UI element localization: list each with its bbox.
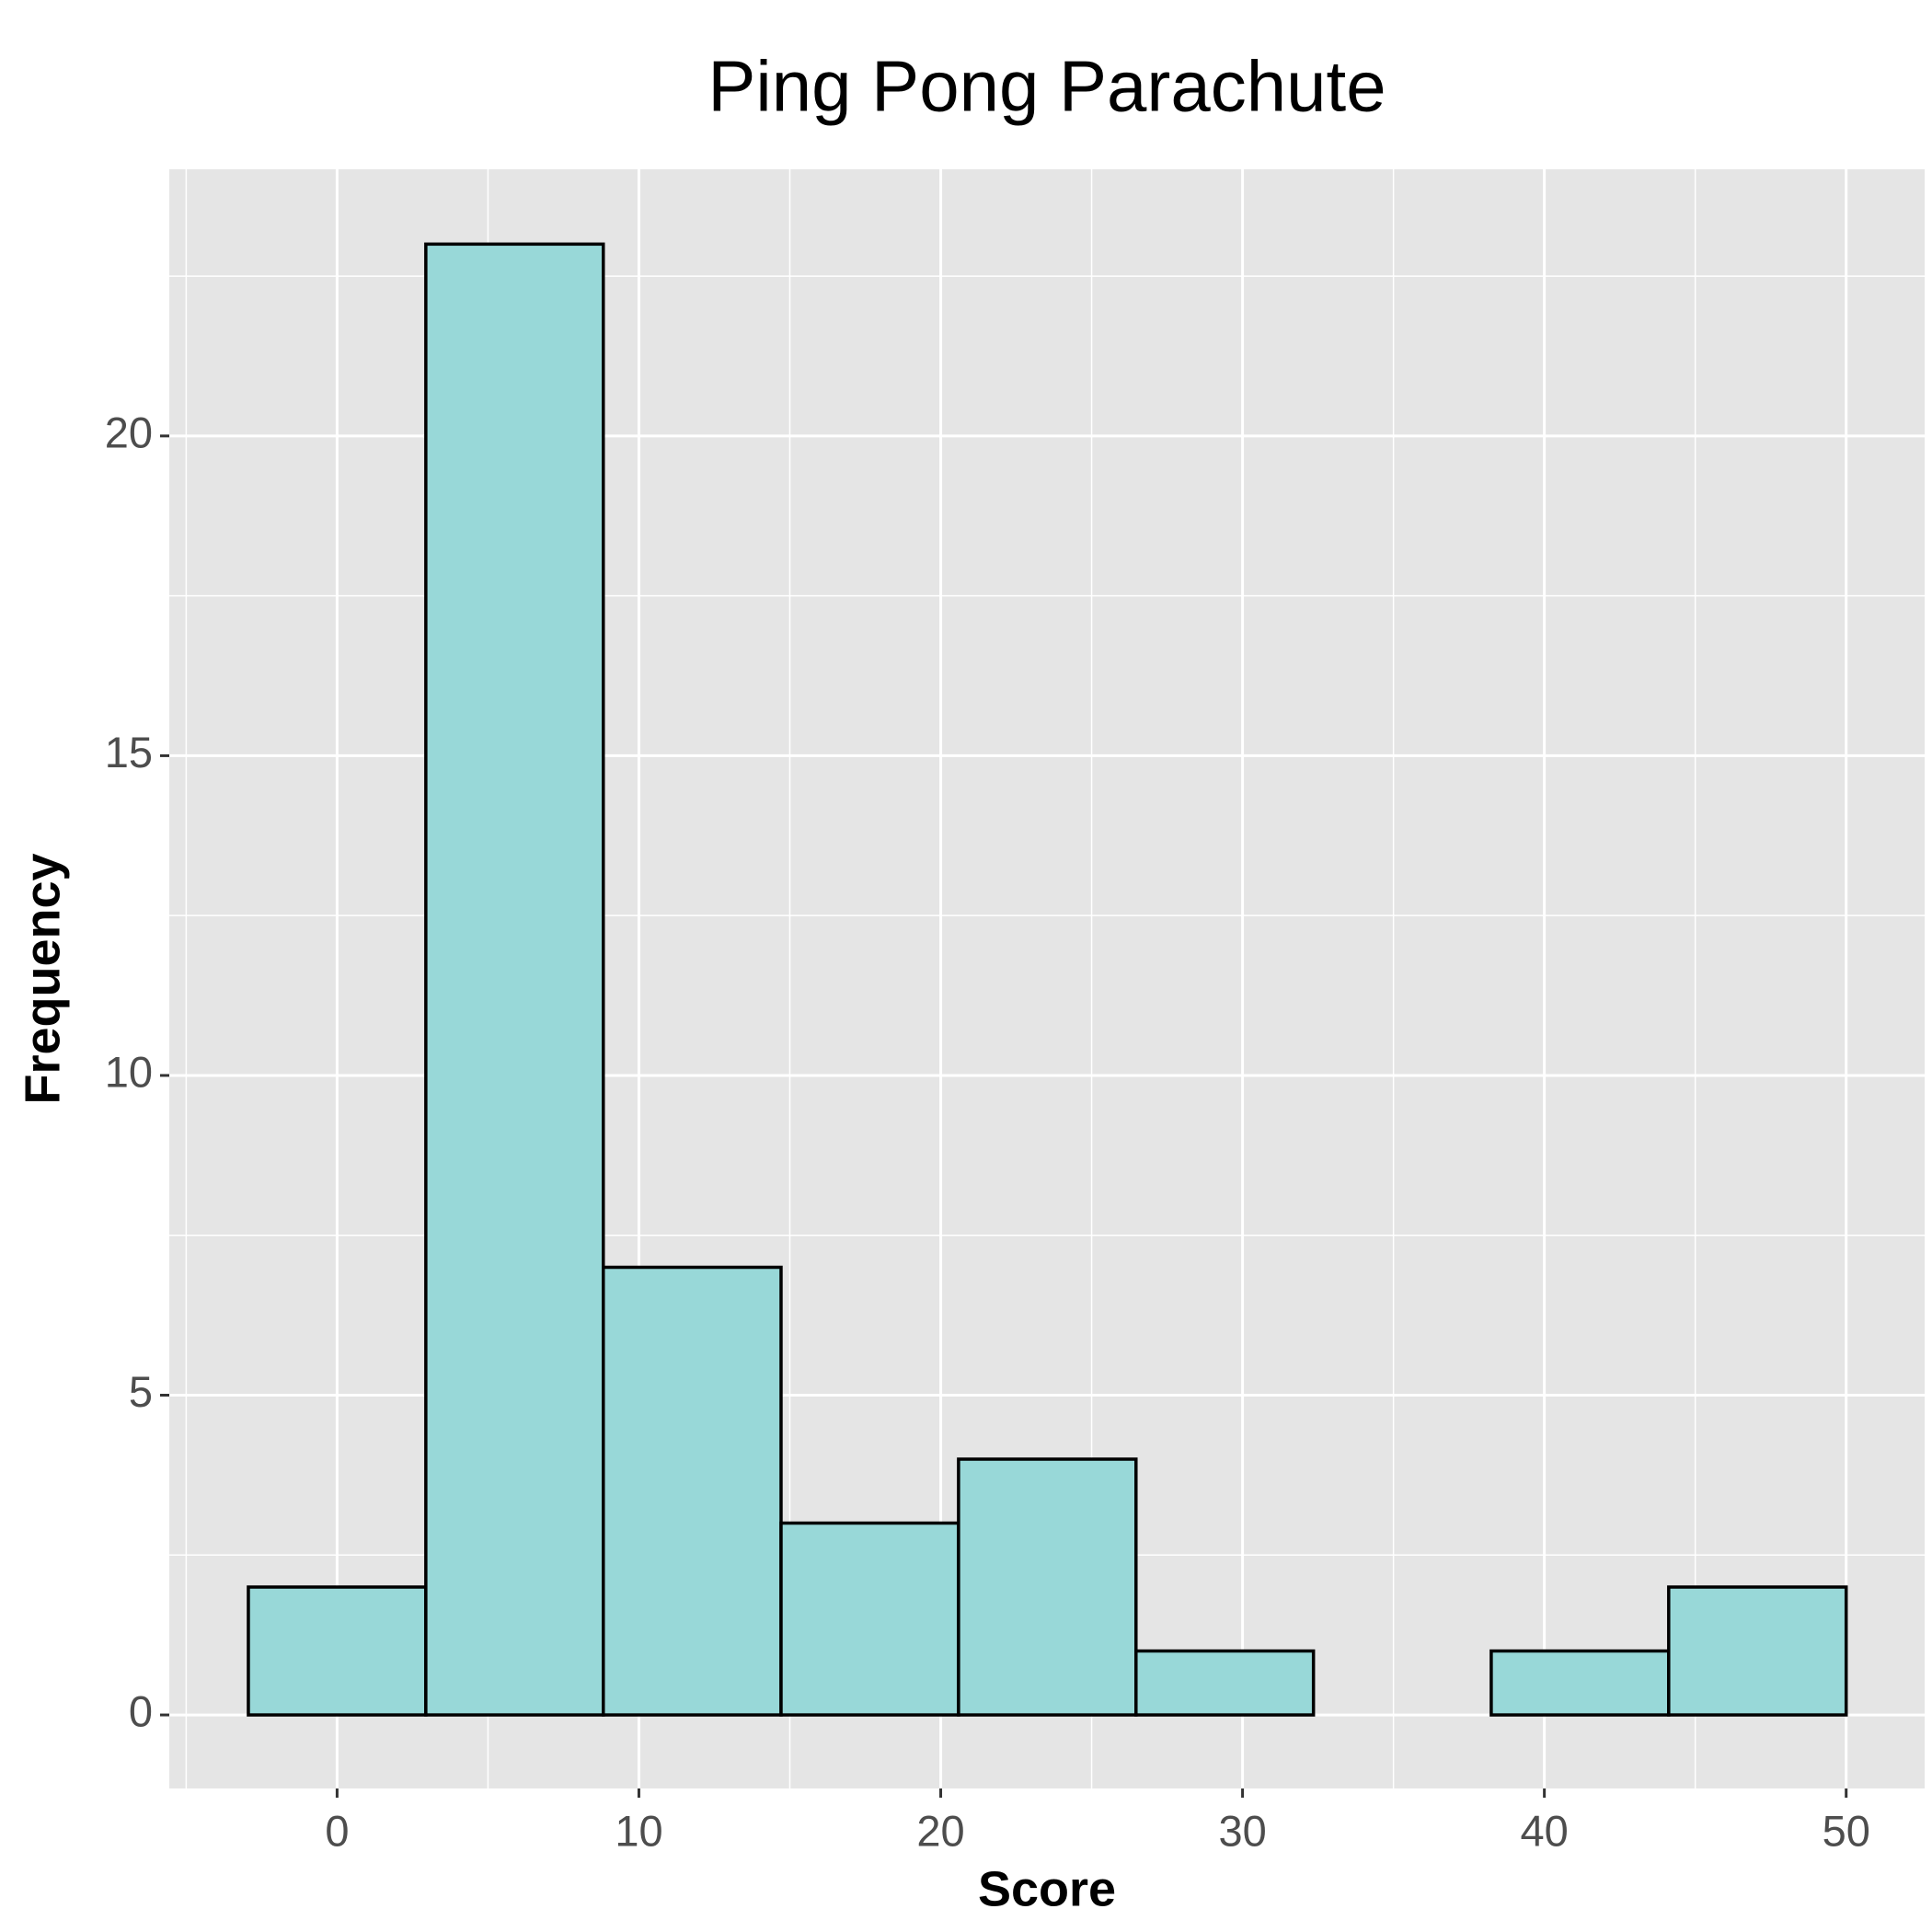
x-axis-title: Score	[978, 1861, 1116, 1916]
y-tick-label: 0	[129, 1686, 153, 1735]
y-tick-label: 20	[105, 408, 153, 456]
bar	[1667, 1585, 1848, 1717]
y-tick-label: 15	[105, 728, 153, 776]
bar	[247, 1585, 428, 1717]
x-tick-label: 40	[1521, 1806, 1569, 1855]
bar	[424, 242, 605, 1717]
bar	[1134, 1649, 1316, 1717]
bar	[957, 1457, 1138, 1717]
y-tick-label: 10	[105, 1047, 153, 1096]
y-axis-title: Frequency	[15, 853, 70, 1104]
x-tick-label: 30	[1218, 1806, 1266, 1855]
bar	[779, 1521, 960, 1717]
chart-title: Ping Pong Parachute	[707, 46, 1386, 127]
y-tick-label: 5	[129, 1367, 153, 1416]
x-tick-label: 10	[615, 1806, 662, 1855]
x-tick-label: 20	[916, 1806, 964, 1855]
x-tick-label: 0	[325, 1806, 349, 1855]
x-tick-label: 50	[1823, 1806, 1870, 1855]
bar	[1489, 1649, 1671, 1717]
bar	[602, 1265, 783, 1717]
